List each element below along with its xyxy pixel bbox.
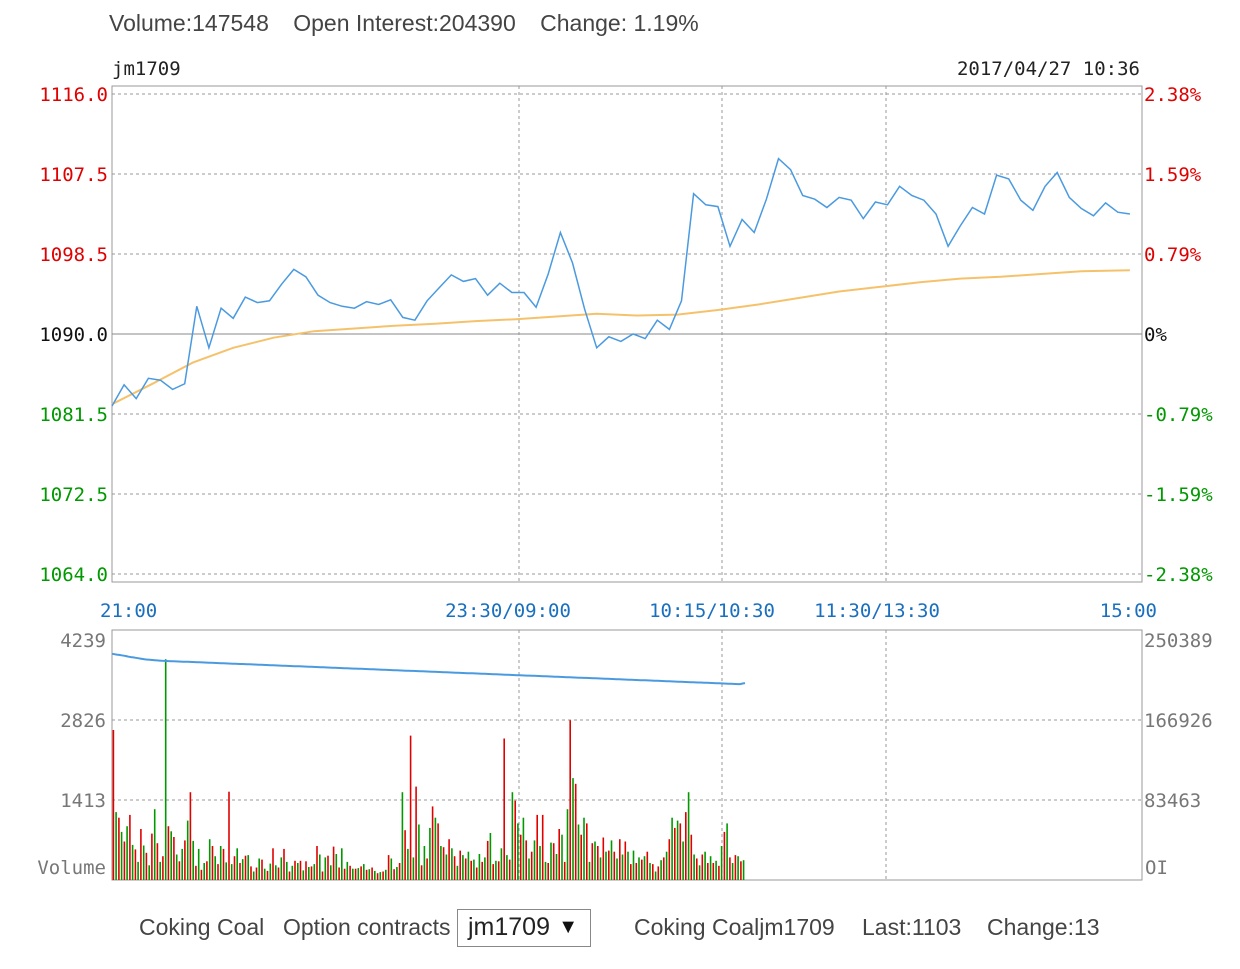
volume-y-ticks: 4239 2826 1413 (60, 630, 106, 812)
open-interest-stat: Open Interest:204390 (293, 10, 516, 36)
product-name: Coking Coal (139, 914, 265, 940)
contract-select[interactable]: jm1709 ▼ (457, 909, 591, 947)
percent-y-tick-label: -1.59% (1144, 484, 1213, 506)
volume-bars (112, 659, 745, 880)
oi-y-tick-label: 83463 (1144, 790, 1201, 812)
header-stats: Volume:147548 Open Interest:204390 Chang… (109, 10, 717, 37)
percent-y-tick-label: -0.79% (1144, 404, 1213, 426)
volume-grid (112, 719, 1142, 801)
volume-axis-title: Volume (37, 857, 106, 879)
last-price: Last:1103 (862, 914, 962, 940)
volume-y-tick-label: 2826 (60, 710, 106, 732)
percent-y-tick-label: 1.59% (1144, 164, 1202, 186)
oi-y-tick-label: 250389 (1144, 630, 1213, 652)
time-tick-label: 10:15/10:30 (649, 600, 775, 622)
footer-bar: Coking Coal Option contracts jm1709 ▼ Co… (0, 906, 1240, 956)
oi-axis-title: OI (1145, 857, 1168, 879)
average-price-line (111, 269, 1130, 406)
percent-y-tick-label: -2.38% (1144, 564, 1213, 586)
price-y-tick-label: 1090.0 (39, 324, 108, 346)
time-tick-label: 23:30/09:00 (445, 600, 571, 622)
percent-y-tick-label: 2.38% (1144, 84, 1202, 106)
contract-title: jm1709 (112, 58, 181, 80)
time-tick-label: 21:00 (100, 600, 157, 622)
time-axis: 21:00 23:30/09:00 10:15/10:30 11:30/13:30 15… (100, 600, 1157, 622)
quote-name: Coking Coaljm1709 (634, 914, 835, 940)
open-interest-line (111, 652, 746, 686)
oi-y-ticks: 250389 166926 83463 (1144, 630, 1213, 812)
price-vertical-grid (518, 86, 887, 582)
percent-y-tick-label: 0% (1144, 324, 1167, 346)
price-y-tick-label: 1116.0 (39, 84, 108, 106)
time-tick-label: 15:00 (1100, 600, 1157, 622)
volume-panel-frame (111, 629, 1143, 881)
price-y-tick-label: 1072.5 (39, 484, 108, 506)
change-stat: Change: 1.19% (540, 10, 699, 36)
price-y-tick-label: 1107.5 (39, 164, 108, 186)
chart-timestamp: 2017/04/27 10:36 (957, 58, 1140, 80)
price-y-tick-label: 1081.5 (39, 404, 108, 426)
price-change: Change:13 (987, 914, 1100, 940)
contract-select-value: jm1709 (468, 913, 550, 941)
price-y-ticks-right: 2.38% 1.59% 0.79% 0% -0.79% -1.59% -2.38% (1144, 84, 1213, 586)
volume-y-tick-label: 1413 (60, 790, 106, 812)
oi-y-tick-label: 166926 (1144, 710, 1213, 732)
volume-y-tick-label: 4239 (60, 630, 106, 652)
price-grid (112, 93, 1142, 575)
volume-vertical-grid (518, 630, 887, 880)
chevron-down-icon: ▼ (558, 916, 578, 938)
price-line (111, 157, 1131, 407)
option-contracts-label: Option contracts (283, 914, 451, 940)
percent-y-tick-label: 0.79% (1144, 244, 1202, 266)
time-tick-label: 11:30/13:30 (814, 600, 940, 622)
intraday-chart: 1116.0 1107.5 1098.5 1090.0 1081.5 1072.5 1064… (37, 58, 1213, 881)
price-y-tick-label: 1098.5 (39, 244, 108, 266)
price-y-tick-label: 1064.0 (39, 564, 108, 586)
price-y-ticks: 1116.0 1107.5 1098.5 1090.0 1081.5 1072.5 1064… (39, 84, 108, 586)
volume-stat: Volume:147548 (109, 10, 269, 36)
